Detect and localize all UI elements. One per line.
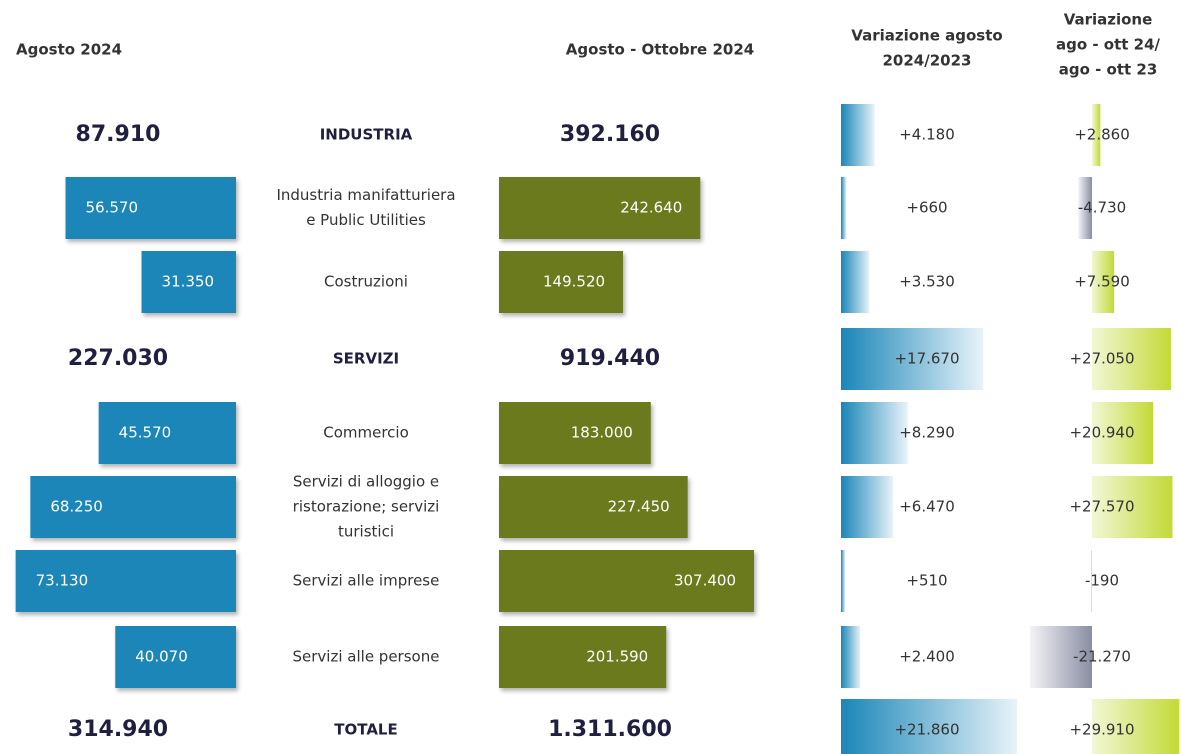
variation-bar: [841, 626, 861, 688]
bar-value: 242.640: [620, 199, 682, 217]
total-value: 227.030: [68, 346, 168, 371]
variation-value: +29.910: [1069, 721, 1134, 739]
column-header: ago - ott 23: [1059, 61, 1158, 79]
bar: [499, 550, 754, 612]
column-header: 2024/2023: [883, 52, 972, 70]
variation-value: +27.570: [1069, 498, 1134, 516]
bar-value: 183.000: [571, 424, 633, 442]
variation-value: -190: [1085, 572, 1119, 590]
variation-bar: [841, 402, 908, 464]
total-value: 314.940: [68, 717, 168, 742]
row-label: turistici: [338, 523, 394, 541]
bar: [15, 550, 236, 612]
total-value: 392.160: [560, 122, 660, 147]
bar-value: 227.450: [608, 498, 670, 516]
bar-value: 31.350: [162, 273, 215, 291]
variation-value: +6.470: [899, 498, 955, 516]
bar-value: 307.400: [674, 572, 736, 590]
variation-value: +4.180: [899, 126, 955, 144]
bar-value: 40.070: [135, 648, 188, 666]
sector-label: INDUSTRIA: [320, 126, 413, 144]
variation-bar: [841, 550, 846, 612]
column-header: Variazione agosto: [851, 27, 1002, 45]
total-value: 919.440: [560, 346, 660, 371]
variation-value: +510: [906, 572, 947, 590]
variation-value: +21.860: [894, 721, 959, 739]
column-header: Agosto 2024: [16, 41, 122, 59]
bar: [65, 177, 236, 239]
row-label: ristorazione; servizi: [293, 498, 440, 516]
row-label: Industria manifatturiera: [276, 186, 455, 204]
bar: [499, 251, 624, 313]
sector-label: TOTALE: [334, 721, 397, 739]
variation-value: -21.270: [1073, 648, 1131, 666]
variation-bar: [1092, 476, 1173, 538]
sector-label: SERVIZI: [333, 350, 399, 368]
row-label: Servizi alle imprese: [293, 572, 440, 590]
variation-value: +8.290: [899, 424, 955, 442]
variation-bar: [1078, 177, 1092, 239]
variation-bar: [1092, 402, 1154, 464]
bar-value: 56.570: [86, 199, 139, 217]
row-label: Commercio: [323, 424, 409, 442]
bar: [499, 402, 651, 464]
row-label: e Public Utilities: [306, 211, 426, 229]
variation-bar: [841, 251, 870, 313]
variation-bar: [841, 699, 1017, 754]
variation-bar: [841, 177, 847, 239]
bar-value: 68.250: [50, 498, 102, 516]
bar-value: 73.130: [36, 572, 89, 590]
total-value: 87.910: [76, 122, 161, 147]
bar: [141, 251, 236, 313]
variation-bar: [841, 476, 894, 538]
variation-bar: [841, 328, 984, 390]
variation-value: +3.530: [899, 273, 955, 291]
bar: [499, 476, 688, 538]
variation-bar: [1029, 626, 1092, 688]
variation-value: +660: [906, 199, 947, 217]
variation-bar: [841, 104, 875, 166]
bar-value: 149.520: [543, 273, 605, 291]
total-value: 1.311.600: [548, 717, 672, 742]
variation-value: -4.730: [1078, 199, 1126, 217]
variation-value: +2.400: [899, 648, 955, 666]
variation-value: +2.860: [1074, 126, 1130, 144]
variation-bar: [1092, 328, 1171, 390]
variation-bar: [1092, 699, 1180, 754]
row-label: Costruzioni: [324, 273, 408, 291]
column-header: ago - ott 24/: [1056, 36, 1161, 54]
bar: [98, 402, 236, 464]
bar: [30, 476, 237, 538]
variation-value: +7.590: [1074, 273, 1130, 291]
bar: [499, 177, 701, 239]
variation-bar: [1092, 104, 1101, 166]
row-label: Servizi alle persone: [293, 648, 440, 666]
bar: [115, 626, 236, 688]
column-header: Variazione: [1064, 11, 1153, 29]
bar: [499, 626, 667, 688]
variation-value: +27.050: [1069, 350, 1134, 368]
bar-value: 45.570: [119, 424, 172, 442]
column-header: Agosto - Ottobre 2024: [566, 41, 754, 59]
variation-bar: [1092, 251, 1115, 313]
row-label: Servizi di alloggio e: [293, 473, 439, 491]
variation-value: +17.670: [894, 350, 959, 368]
variation-value: +20.940: [1069, 424, 1134, 442]
variation-bar: [1091, 550, 1092, 612]
bar-value: 201.590: [586, 648, 648, 666]
